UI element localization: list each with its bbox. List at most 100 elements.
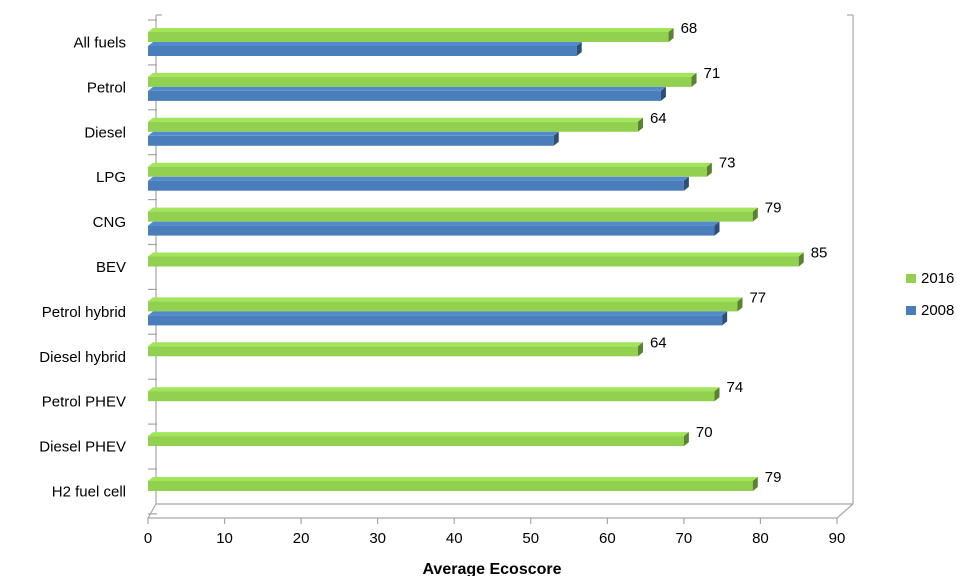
bar-top: [148, 221, 720, 226]
bar-end: [798, 252, 804, 267]
data-label: 64: [650, 110, 667, 127]
bar-top: [148, 252, 804, 257]
bar-top: [148, 176, 689, 181]
bar-2016: [148, 28, 674, 42]
x-tick-label: 80: [752, 530, 769, 547]
bar-end: [553, 131, 559, 146]
bar-front: [148, 346, 638, 357]
bar-front: [148, 225, 715, 236]
bar-top: [148, 387, 720, 392]
x-tick-label: 10: [216, 530, 233, 547]
bar-top: [148, 311, 728, 316]
bar-front: [148, 135, 554, 146]
category-label: Petrol PHEV: [42, 394, 126, 411]
axis-ticks: 0 10 20 30 40 50 60 70 80 90: [144, 518, 846, 547]
bar-front: [148, 391, 715, 402]
bar-top: [148, 72, 697, 77]
bar-top: [148, 342, 643, 347]
bar-end: [660, 86, 666, 101]
bar-2016: [148, 432, 689, 447]
data-label: 70: [696, 424, 713, 441]
floor-right-edge: [836, 503, 854, 519]
bar-2008: [148, 86, 666, 101]
data-label: 68: [681, 20, 698, 37]
bar-end: [714, 221, 720, 236]
category-label: Petrol: [87, 79, 126, 96]
x-tick-label: 90: [829, 530, 846, 547]
bar-end: [668, 28, 674, 42]
legend-swatch: [906, 274, 916, 283]
bar-2016: [148, 117, 643, 132]
bar-2008: [148, 176, 689, 191]
data-label: 79: [765, 200, 782, 217]
category-label: H2 fuel cell: [52, 483, 126, 500]
bars: [148, 28, 804, 491]
bar-front: [148, 121, 638, 132]
category-label: LPG: [96, 169, 126, 186]
bar-top: [148, 28, 674, 32]
data-label: 74: [727, 379, 744, 396]
bar-top: [148, 117, 643, 122]
bar-front: [148, 211, 753, 222]
category-label: Petrol hybrid: [42, 304, 126, 321]
data-label: 71: [704, 65, 721, 82]
bar-2016: [148, 297, 743, 312]
bar-front: [148, 32, 669, 42]
x-tick-label: 0: [144, 530, 152, 547]
x-tick-label: 30: [369, 530, 386, 547]
bar-top: [148, 42, 582, 46]
bar-end: [752, 207, 758, 222]
category-label: CNG: [93, 214, 126, 231]
category-label: Diesel: [84, 124, 126, 141]
category-label: BEV: [96, 259, 126, 276]
bar-top: [148, 432, 689, 437]
bar-end: [722, 311, 728, 326]
bar-2016: [148, 477, 758, 491]
bar-2016: [148, 252, 804, 267]
category-labels: All fuels Petrol Diesel LPG CNG BEV Petrol hyb…: [39, 34, 126, 500]
bar-2016: [148, 207, 758, 222]
bar-front: [148, 180, 684, 191]
bar-2016: [148, 162, 712, 177]
bar-front: [148, 315, 723, 326]
bar-front: [148, 301, 738, 312]
x-tick-label: 20: [293, 530, 310, 547]
bar-top: [148, 477, 758, 481]
category-label: All fuels: [73, 34, 126, 51]
bar-2016: [148, 72, 697, 87]
x-tick-label: 60: [599, 530, 616, 547]
bar-front: [148, 46, 577, 56]
x-tick-label: 50: [522, 530, 539, 547]
x-tick-label: 70: [676, 530, 693, 547]
legend-swatch: [906, 306, 916, 315]
legend-label: 2016: [921, 270, 954, 287]
data-labels: 68 71 64 73 79 85 77 64 74 70 79: [650, 20, 827, 486]
bar-top: [148, 86, 666, 91]
bar-front: [148, 256, 799, 267]
bar-end: [637, 117, 643, 132]
bar-front: [148, 166, 707, 177]
data-label: 77: [749, 289, 766, 306]
bar-end: [714, 387, 720, 402]
bar-2008: [148, 42, 582, 56]
bar-end: [683, 176, 689, 191]
bar-2016: [148, 387, 720, 402]
bar-end: [752, 477, 758, 491]
bar-2008: [148, 311, 728, 326]
legend: 2016 2008: [906, 270, 954, 319]
category-label: Diesel hybrid: [39, 349, 126, 366]
category-label: Diesel PHEV: [39, 439, 126, 456]
bar-2016: [148, 342, 643, 357]
bar-top: [148, 207, 758, 212]
bar-end: [576, 42, 582, 56]
bar-top: [148, 131, 559, 136]
bar-2008: [148, 221, 720, 236]
legend-label: 2008: [921, 302, 954, 319]
bar-end: [683, 432, 689, 447]
bar-end: [691, 72, 697, 87]
bar-2008: [148, 131, 559, 146]
bar-end: [737, 297, 743, 312]
x-tick-label: 40: [446, 530, 463, 547]
bar-front: [148, 481, 753, 491]
